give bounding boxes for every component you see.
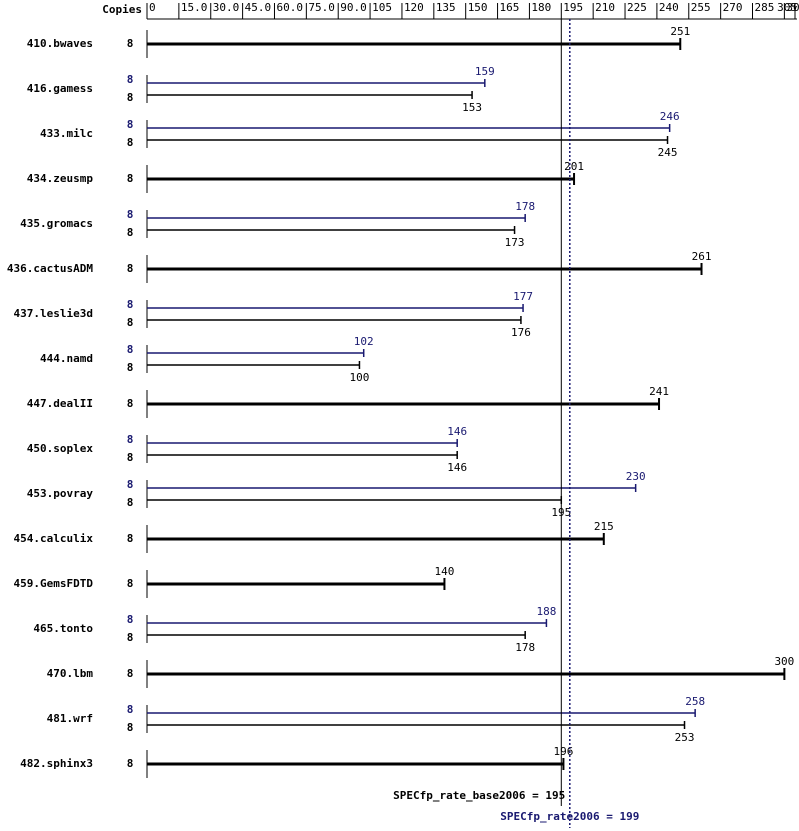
x-tick-label: 195 <box>563 1 583 14</box>
copies: 8 <box>127 433 134 446</box>
x-tick-label: 75.0 <box>308 1 335 14</box>
benchmark-name: 481.wrf <box>47 712 93 725</box>
benchmark-name: 436.cactusADM <box>7 262 93 275</box>
x-tick-label: 135 <box>436 1 456 14</box>
value-label: 153 <box>462 101 482 114</box>
value-label: 300 <box>774 655 794 668</box>
benchmark-name: 470.lbm <box>47 667 94 680</box>
value-label: 261 <box>692 250 712 263</box>
value-label: 215 <box>594 520 614 533</box>
benchmark-name: 444.namd <box>40 352 93 365</box>
value-label: 253 <box>675 731 695 744</box>
copies: 8 <box>127 343 134 356</box>
x-tick-label: 150 <box>468 1 488 14</box>
value-label: 177 <box>513 290 533 303</box>
benchmark-name: 435.gromacs <box>20 217 93 230</box>
benchmark-name: 434.zeusmp <box>27 172 94 185</box>
x-tick-label: 90.0 <box>340 1 367 14</box>
value-label: 245 <box>658 146 678 159</box>
axis-label: Copies <box>102 3 142 16</box>
benchmark-name: 465.tonto <box>33 622 93 635</box>
benchmark-name: 453.povray <box>27 487 94 500</box>
x-tick-label: 270 <box>723 1 743 14</box>
value-label: 173 <box>505 236 525 249</box>
x-tick-label: 60.0 <box>276 1 303 14</box>
value-label: 188 <box>536 605 556 618</box>
benchmark-name: 454.calculix <box>14 532 94 545</box>
value-label: 246 <box>660 110 680 123</box>
copies: 8 <box>127 532 134 545</box>
value-label: 146 <box>447 461 467 474</box>
value-label: 178 <box>515 641 535 654</box>
copies: 8 <box>127 298 134 311</box>
value-label: 196 <box>553 745 573 758</box>
value-label: 201 <box>564 160 584 173</box>
copies: 8 <box>127 397 134 410</box>
value-label: 251 <box>670 25 690 38</box>
x-tick-label: 30.0 <box>213 1 240 14</box>
x-tick-label: 45.0 <box>245 1 272 14</box>
copies: 8 <box>127 172 134 185</box>
benchmark-name: 459.GemsFDTD <box>14 577 94 590</box>
copies: 8 <box>127 496 134 509</box>
value-label: 230 <box>626 470 646 483</box>
x-tick-label: 255 <box>691 1 711 14</box>
reference-label: SPECfp_rate2006 = 199 <box>500 810 639 823</box>
copies: 8 <box>127 262 134 275</box>
copies: 8 <box>127 703 134 716</box>
copies: 8 <box>127 721 134 734</box>
copies: 8 <box>127 136 134 149</box>
benchmark-name: 447.dealII <box>27 397 93 410</box>
copies: 8 <box>127 37 134 50</box>
copies: 8 <box>127 631 134 644</box>
x-tick-label: 0 <box>149 1 156 14</box>
value-label: 140 <box>435 565 455 578</box>
copies: 8 <box>127 757 134 770</box>
copies: 8 <box>127 208 134 221</box>
value-label: 146 <box>447 425 467 438</box>
x-tick-label: 300 <box>786 1 799 14</box>
x-tick-label: 225 <box>627 1 647 14</box>
copies: 8 <box>127 316 134 329</box>
copies: 8 <box>127 73 134 86</box>
copies: 8 <box>127 361 134 374</box>
x-tick-label: 210 <box>595 1 615 14</box>
value-label: 176 <box>511 326 531 339</box>
benchmark-name: 450.soplex <box>27 442 94 455</box>
x-tick-label: 240 <box>659 1 679 14</box>
copies: 8 <box>127 667 134 680</box>
benchmark-name: 433.milc <box>40 127 93 140</box>
x-tick-label: 165 <box>500 1 520 14</box>
x-tick-label: 285 <box>755 1 775 14</box>
value-label: 241 <box>649 385 669 398</box>
x-tick-label: 305 <box>777 1 797 14</box>
value-label: 178 <box>515 200 535 213</box>
copies: 8 <box>127 91 134 104</box>
x-tick-label: 105 <box>372 1 392 14</box>
benchmark-name: 437.leslie3d <box>14 307 93 320</box>
x-tick-label: 120 <box>404 1 424 14</box>
benchmark-name: 410.bwaves <box>27 37 93 50</box>
x-tick-label: 180 <box>531 1 551 14</box>
benchmark-name: 416.gamess <box>27 82 93 95</box>
value-label: 100 <box>350 371 370 384</box>
x-tick-label: 15.0 <box>181 1 208 14</box>
benchmark-name: 482.sphinx3 <box>20 757 93 770</box>
copies: 8 <box>127 118 134 131</box>
copies: 8 <box>127 613 134 626</box>
copies: 8 <box>127 451 134 464</box>
copies: 8 <box>127 478 134 491</box>
copies: 8 <box>127 226 134 239</box>
value-label: 258 <box>685 695 705 708</box>
value-label: 159 <box>475 65 495 78</box>
value-label: 102 <box>354 335 374 348</box>
reference-label: SPECfp_rate_base2006 = 195 <box>393 789 565 802</box>
copies: 8 <box>127 577 134 590</box>
